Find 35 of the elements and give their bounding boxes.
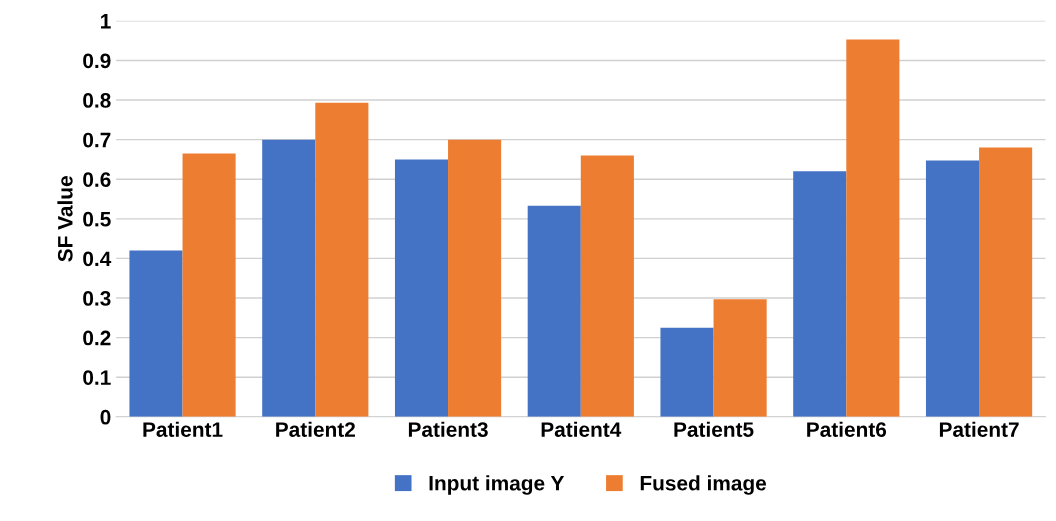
y-tick-label: 0.3 — [83, 291, 111, 306]
y-tick-label: 0 — [100, 409, 111, 425]
bar — [846, 39, 900, 417]
y-tick-label: 0.6 — [83, 172, 111, 187]
y-axis-title: SF Value — [57, 176, 73, 262]
bar — [394, 159, 449, 417]
y-tick-label: 0.2 — [83, 330, 111, 346]
x-tick-label: Patient6 — [807, 421, 887, 437]
bar — [129, 250, 183, 417]
y-tick-label: 0.1 — [83, 370, 111, 385]
y-tick-label: 0.5 — [83, 211, 111, 227]
bar — [262, 139, 316, 417]
bar — [315, 102, 369, 417]
y-tick-label: 0.8 — [83, 93, 111, 108]
bar — [580, 155, 634, 417]
bar — [793, 171, 847, 417]
x-tick-label: Patient1 — [143, 421, 223, 437]
bar — [925, 160, 980, 417]
bar — [660, 327, 714, 417]
x-tick-label: Patient5 — [674, 421, 754, 437]
x-tick-label: Patient4 — [541, 421, 622, 437]
bar — [448, 139, 502, 417]
y-tick-label: 0.9 — [83, 53, 111, 69]
y-tick-label: 0.7 — [83, 132, 111, 148]
bar — [182, 153, 236, 417]
y-tick-label: 0.4 — [83, 251, 112, 267]
x-tick-label: Patient3 — [408, 421, 488, 437]
x-tick-label: Patient2 — [276, 421, 355, 437]
bar — [527, 205, 581, 417]
legend-label: Fused image — [640, 475, 767, 495]
bar — [713, 299, 767, 417]
y-tick-label: 1 — [101, 14, 111, 29]
x-tick-label: Patient7 — [939, 421, 1019, 437]
legend-label: Input image Y — [429, 475, 565, 495]
bar — [979, 147, 1033, 417]
